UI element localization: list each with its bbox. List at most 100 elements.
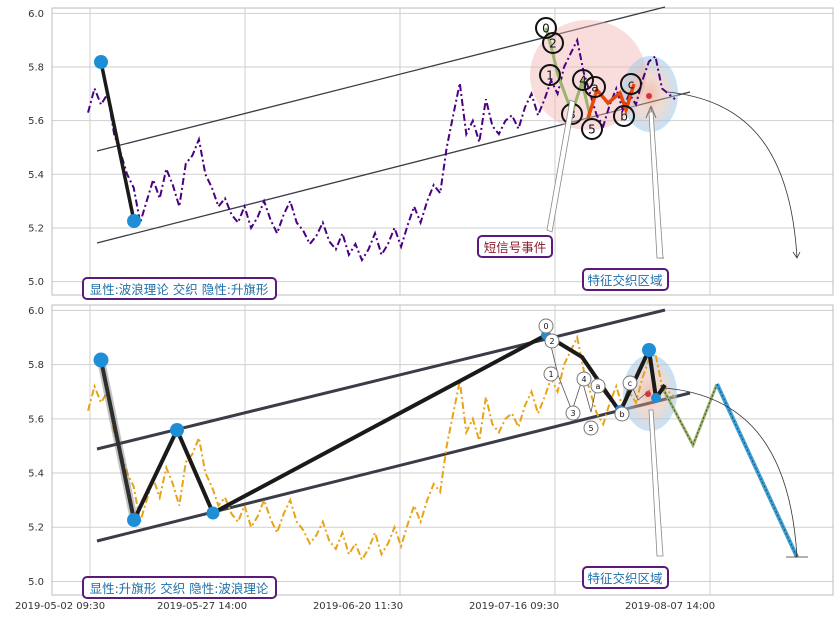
bottom-wave-marker xyxy=(622,375,638,391)
top-wave-label: 1 xyxy=(546,69,554,83)
top-wave-marker xyxy=(539,64,561,86)
bottom-xtick-label: 2019-07-16 09:30 xyxy=(469,601,559,612)
bottom-wave-labels: 02 1 4 a 3 5 b c xyxy=(538,318,638,436)
top-wave-labels: 02134a5bc xyxy=(535,17,642,140)
bottom-panel: 5.05.25.45.65.86.0 2019-05-02 09:30 2019-… xyxy=(15,304,834,612)
top-wave-label: 0 xyxy=(542,22,550,36)
top-plot-frame xyxy=(51,7,834,296)
top-ytick-label: 5.2 xyxy=(28,223,44,234)
top-wave-marker xyxy=(584,76,606,98)
top-zone-label: 特征交织区域 xyxy=(582,268,669,291)
bottom-projection-green-dash xyxy=(660,383,718,446)
bottom-wave-label: 2 xyxy=(549,337,554,346)
top-wave-marker xyxy=(572,69,594,91)
bottom-pivot-2 xyxy=(127,513,141,527)
bottom-ytick-label: 5.2 xyxy=(28,523,44,534)
bottom-pivot-3 xyxy=(170,423,184,437)
bottom-status-label: 显性:升旗形 交织 隐性:波浪理论 xyxy=(82,576,277,599)
bottom-ytick-label: 5.4 xyxy=(28,469,44,480)
bottom-wave-marker xyxy=(583,420,599,436)
bottom-wave-marker xyxy=(590,378,606,394)
bottom-zone-arrow-body xyxy=(648,409,664,557)
top-ytick-label: 5.8 xyxy=(28,63,44,74)
bottom-red-dot xyxy=(645,391,651,397)
bottom-xtick-label: 2019-05-27 14:00 xyxy=(157,601,247,612)
bottom-wave-label: c xyxy=(628,379,632,388)
bottom-wave-label: 4 xyxy=(581,375,586,384)
top-ytick-label: 6.0 xyxy=(28,9,44,20)
top-event-label: 短信号事件 xyxy=(477,235,553,258)
bottom-wave-label: a xyxy=(596,382,601,391)
bottom-xtick-label: 2019-08-07 14:00 xyxy=(625,601,715,612)
bottom-wave-marker xyxy=(576,371,592,387)
top-main-wave xyxy=(99,61,136,222)
top-wave-marker xyxy=(620,73,642,95)
bottom-wave-marker xyxy=(565,405,581,421)
bottom-pivot-7 xyxy=(642,343,656,357)
top-price-series xyxy=(87,37,676,263)
bottom-wave-label: b xyxy=(619,410,624,419)
top-ytick-label: 5.0 xyxy=(28,277,44,288)
bottom-pivot-1 xyxy=(93,352,109,368)
top-y-axis: 5.0 5.2 5.4 5.6 5.8 6.0 xyxy=(28,9,44,288)
bottom-wave-marker xyxy=(538,318,554,334)
top-red-zone xyxy=(530,20,646,130)
bottom-plot-frame xyxy=(51,304,834,596)
bottom-price-series xyxy=(87,334,676,563)
top-wave-label: c xyxy=(628,78,635,92)
bottom-ytick-label: 6.0 xyxy=(28,306,44,317)
svg-text:显性:升旗形 交织 隐性:波浪理论: 显性:升旗形 交织 隐性:波浪理论 xyxy=(90,581,269,596)
bottom-channel-lower xyxy=(96,391,691,543)
top-wave-marker xyxy=(542,32,564,54)
top-wave-label: b xyxy=(620,110,628,124)
bottom-main-wave xyxy=(99,332,667,527)
bottom-wave-marker xyxy=(543,366,559,382)
top-status-label: 显性:波浪理论 交织 隐性:升旗形 xyxy=(82,277,277,300)
top-wave-marker xyxy=(581,118,603,140)
bottom-wave-label: 3 xyxy=(570,409,575,418)
top-wave-label: 5 xyxy=(588,123,596,137)
bottom-pivot-4 xyxy=(206,506,220,520)
top-projection-arrowhead xyxy=(792,251,801,259)
bottom-ytick-label: 5.8 xyxy=(28,360,44,371)
bottom-y-axis: 5.0 5.2 5.4 5.6 5.8 6.0 xyxy=(28,306,44,588)
top-channel-upper xyxy=(96,6,666,152)
bottom-projection-blue xyxy=(715,383,799,558)
svg-text:短信号事件: 短信号事件 xyxy=(484,240,547,255)
bottom-wave-marker xyxy=(544,333,560,349)
top-pivot-high xyxy=(94,55,108,69)
bottom-wave-marker xyxy=(614,406,630,422)
top-pivot-low xyxy=(127,214,141,228)
bottom-ytick-label: 5.0 xyxy=(28,577,44,588)
bottom-wave-label: 0 xyxy=(543,322,548,331)
svg-text:显性:波浪理论 交织 隐性:升旗形: 显性:波浪理论 交织 隐性:升旗形 xyxy=(90,282,269,297)
top-wave-green-path xyxy=(544,27,593,121)
top-wave-marker xyxy=(613,105,635,127)
bottom-xtick-label: 2019-06-20 11:30 xyxy=(313,601,403,612)
svg-text:特征交织区域: 特征交织区域 xyxy=(587,273,662,288)
bottom-x-axis: 2019-05-02 09:30 2019-05-27 14:00 2019-06-… xyxy=(15,601,715,612)
bottom-wave-label: 1 xyxy=(548,370,553,379)
top-wave-label: 4 xyxy=(579,74,587,88)
bottom-pivot-8 xyxy=(651,393,661,403)
top-red-dot xyxy=(646,93,652,99)
bottom-ytick-label: 5.6 xyxy=(28,414,44,425)
top-ytick-label: 5.6 xyxy=(28,116,44,127)
top-wave-label: a xyxy=(591,81,598,95)
top-wave-label: 2 xyxy=(549,37,557,51)
top-wave-marker xyxy=(535,17,557,39)
bottom-projection-curve xyxy=(664,387,798,558)
top-panel: 5.05.25.45.65.86.0 02134a5bc 短信号事件 特征交织区… xyxy=(28,6,834,300)
bottom-main-wave-shadow xyxy=(97,359,138,521)
top-projection-curve xyxy=(667,91,798,259)
svg-text:特征交织区域: 特征交织区域 xyxy=(587,571,662,586)
top-ytick-label: 5.4 xyxy=(28,170,44,181)
bottom-wave-label: 5 xyxy=(588,424,593,433)
top-zone-arrow-body xyxy=(648,111,664,259)
top-gridlines xyxy=(52,8,833,295)
bottom-zone-label: 特征交织区域 xyxy=(582,566,669,589)
top-event-arrow xyxy=(546,99,576,233)
bottom-xtick-label: 2019-05-02 09:30 xyxy=(15,601,105,612)
bottom-channel-upper xyxy=(96,308,666,451)
